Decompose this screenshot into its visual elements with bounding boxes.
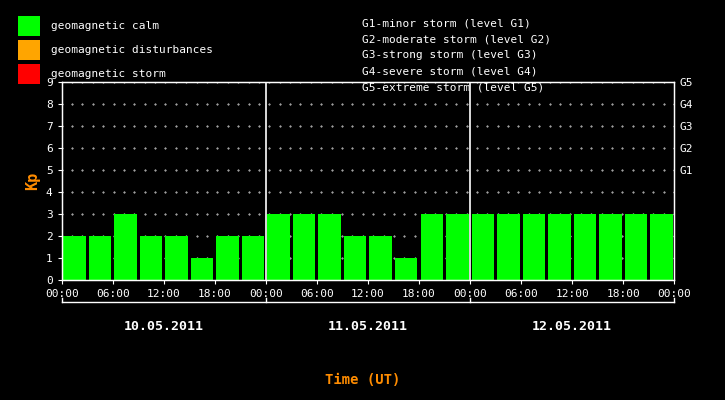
Text: Time (UT): Time (UT) (325, 373, 400, 387)
Bar (318, 214, 341, 280)
Bar (115, 214, 137, 280)
Bar (523, 214, 545, 280)
Text: geomagnetic calm: geomagnetic calm (51, 21, 159, 31)
Text: 11.05.2011: 11.05.2011 (328, 320, 408, 332)
Y-axis label: Kp: Kp (25, 172, 41, 190)
Bar (216, 236, 239, 280)
Bar (497, 214, 520, 280)
Text: geomagnetic disturbances: geomagnetic disturbances (51, 45, 212, 55)
Bar (395, 258, 418, 280)
Bar (293, 214, 315, 280)
Text: G3-strong storm (level G3): G3-strong storm (level G3) (362, 50, 538, 60)
Bar (471, 214, 494, 280)
Bar (268, 214, 290, 280)
Bar (625, 214, 647, 280)
Bar (165, 236, 188, 280)
Text: G4-severe storm (level G4): G4-severe storm (level G4) (362, 66, 538, 76)
Bar (420, 214, 443, 280)
Bar (63, 236, 86, 280)
Text: G1-minor storm (level G1): G1-minor storm (level G1) (362, 18, 531, 28)
Bar (573, 214, 596, 280)
Text: 12.05.2011: 12.05.2011 (532, 320, 612, 332)
Text: G5-extreme storm (level G5): G5-extreme storm (level G5) (362, 82, 544, 92)
Bar (548, 214, 571, 280)
Text: 10.05.2011: 10.05.2011 (124, 320, 204, 332)
Bar (599, 214, 621, 280)
Bar (650, 214, 673, 280)
Bar (370, 236, 392, 280)
Bar (140, 236, 162, 280)
Bar (191, 258, 213, 280)
Bar (344, 236, 366, 280)
Bar (242, 236, 265, 280)
Text: geomagnetic storm: geomagnetic storm (51, 69, 165, 79)
Bar (88, 236, 111, 280)
Bar (446, 214, 468, 280)
Text: G2-moderate storm (level G2): G2-moderate storm (level G2) (362, 34, 552, 44)
